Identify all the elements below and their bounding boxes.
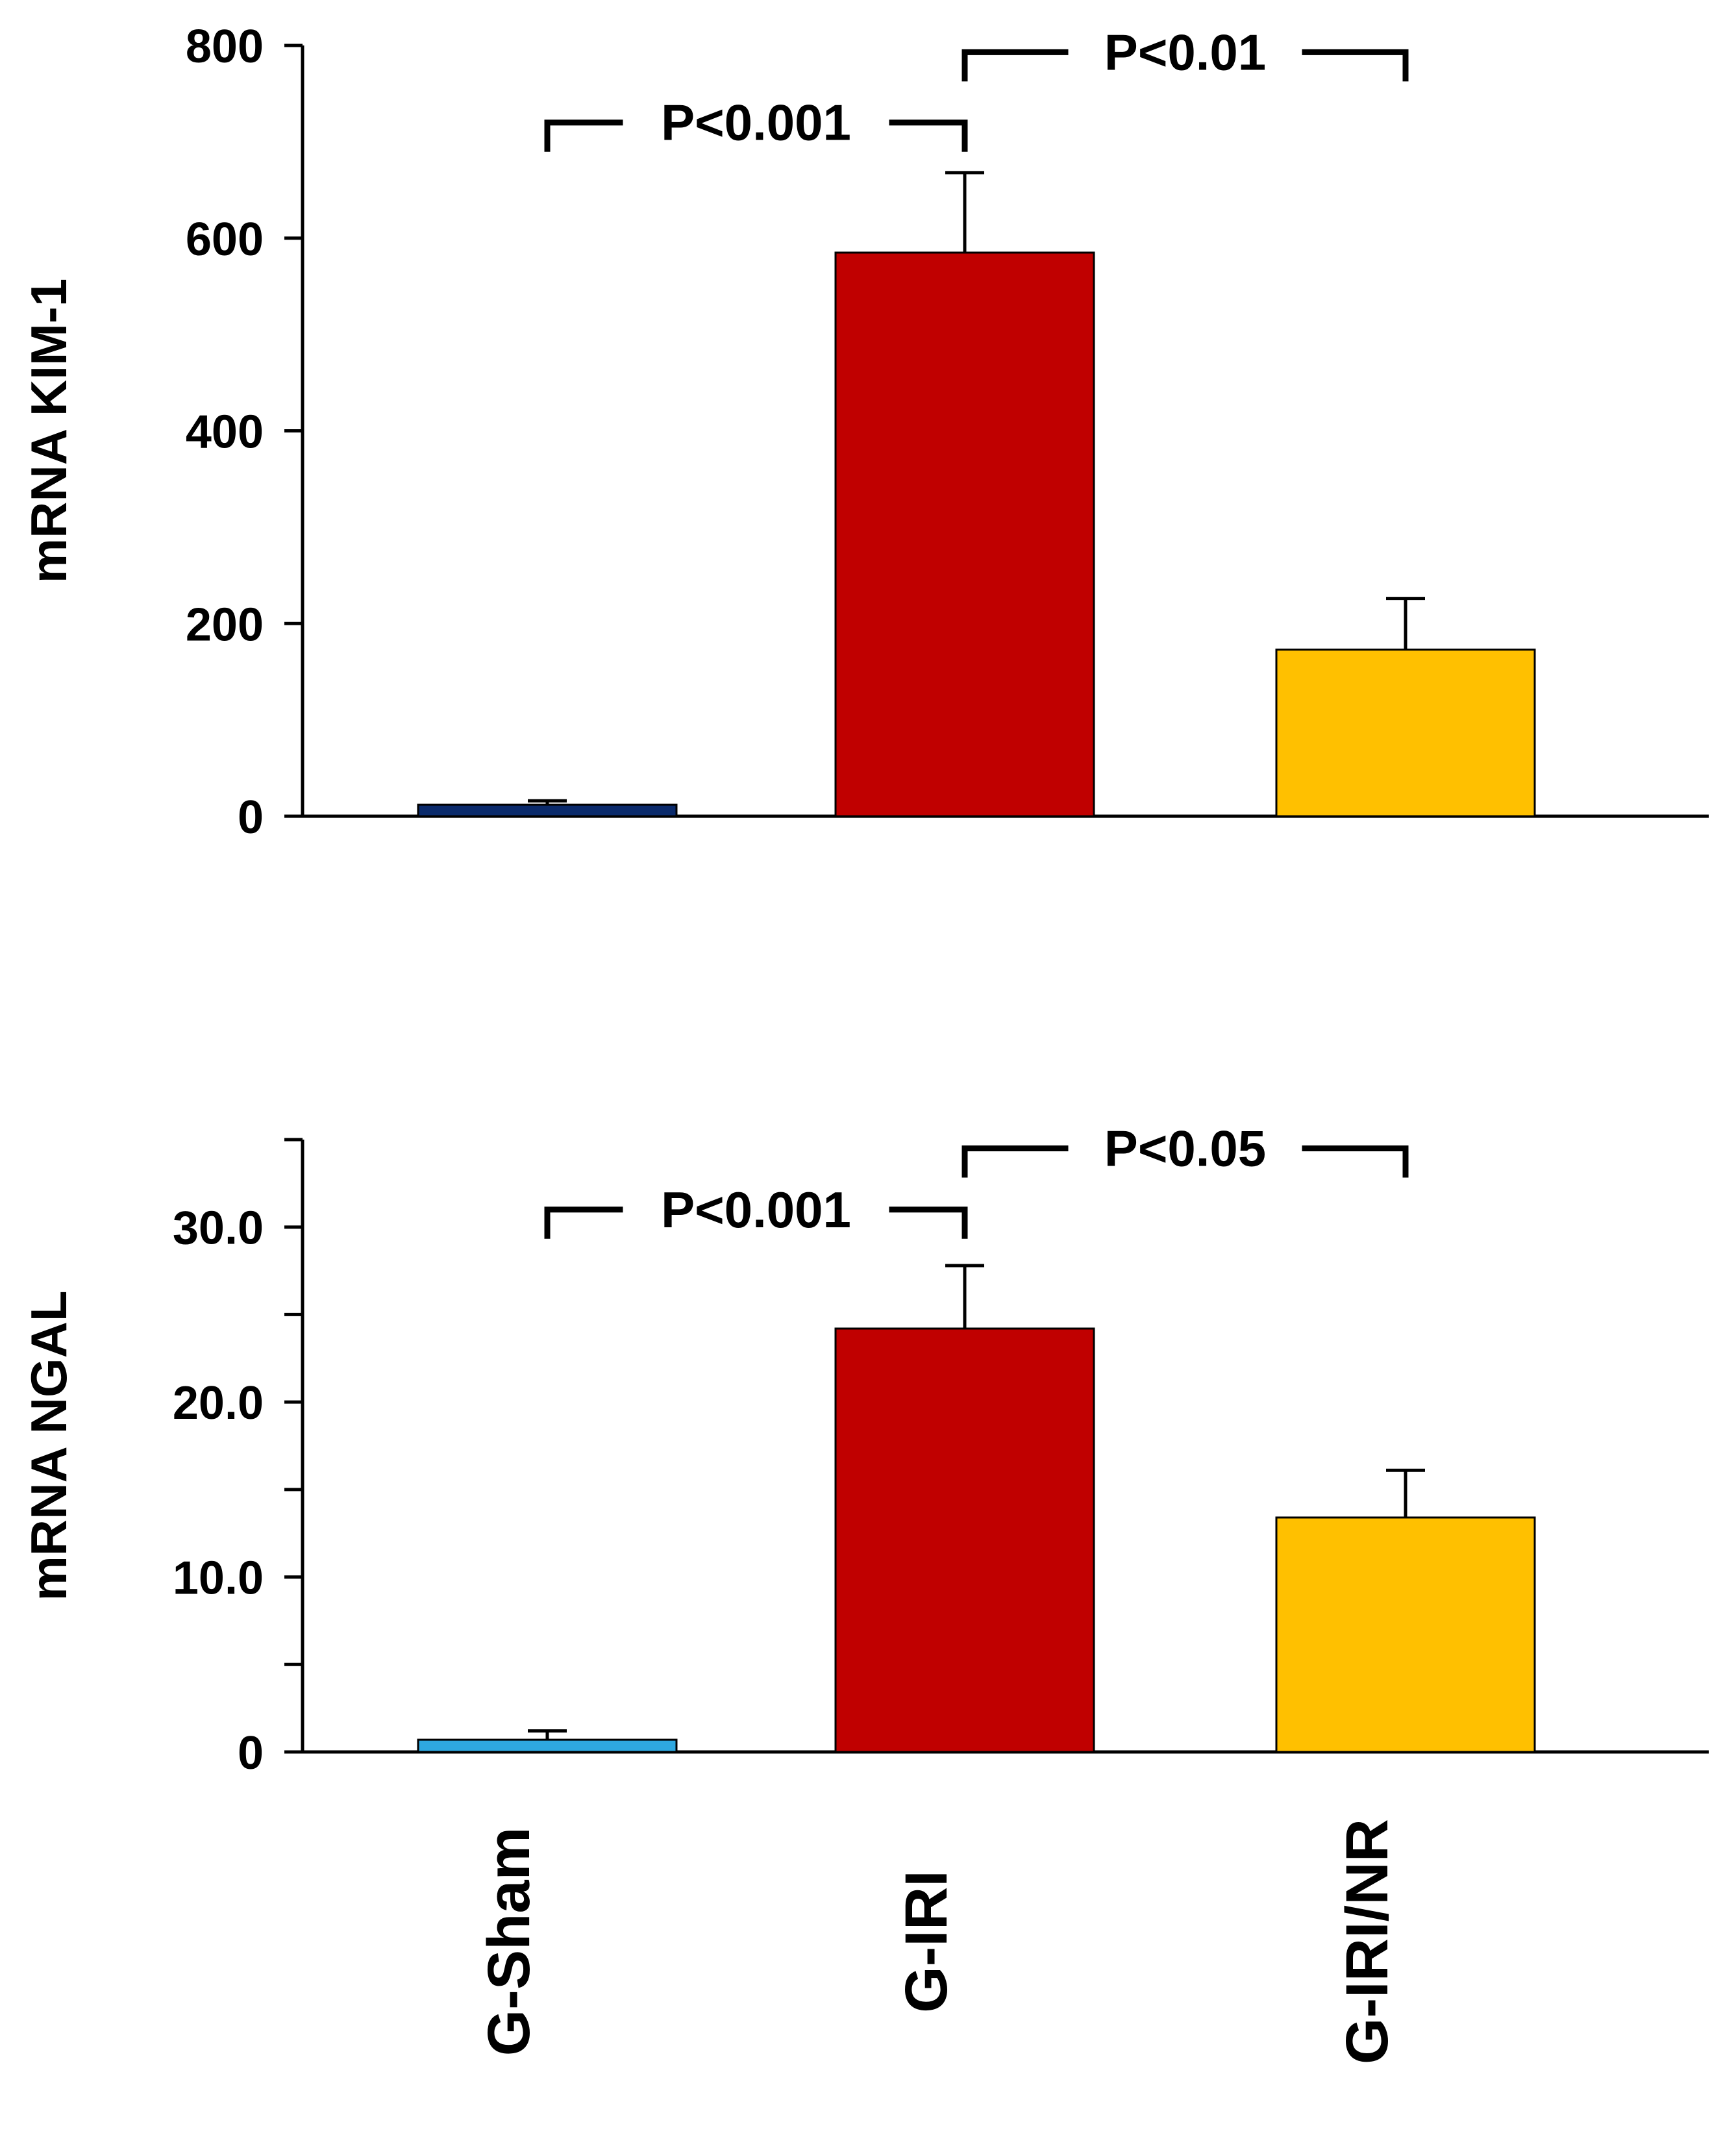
ngal-panel: 0 10.0 20.0 30.0 mRNA NGAL P<0.001 P<0.05	[20, 1119, 1709, 1779]
category-label-g-iri-nr: G-IRI/NR	[1334, 1819, 1400, 2064]
y-tick-label: 400	[186, 406, 264, 458]
p-value-label: P<0.001	[661, 94, 851, 151]
bracket-left	[544, 119, 623, 152]
bar-g-iri	[834, 251, 1095, 818]
category-label-g-sham: G-Sham	[476, 1827, 542, 2056]
y-tick-label: 800	[186, 21, 264, 73]
bar-g-iri-nr	[1275, 1516, 1536, 1753]
bracket-left	[961, 49, 1069, 82]
y-tick-label: 10.0	[173, 1553, 264, 1605]
y-axis-title: mRNA KIM-1	[20, 279, 77, 583]
significance-bracket: P<0.001	[544, 1181, 968, 1239]
kim1-panel: 0 200 400 600 800 mRNA KIM-1 P<0.001 P<0.01	[20, 21, 1709, 844]
y-tick-label: 600	[186, 214, 264, 266]
bracket-right	[889, 1206, 968, 1239]
significance-bracket: P<0.05	[961, 1119, 1409, 1178]
p-value-label: P<0.05	[1104, 1119, 1266, 1177]
y-tick-label: 30.0	[173, 1203, 264, 1255]
bar-g-sham	[417, 1738, 678, 1753]
bracket-left	[544, 1206, 623, 1239]
bar-g-sham	[417, 803, 678, 818]
bracket-left	[961, 1145, 1069, 1178]
y-tick-label: 200	[186, 599, 264, 651]
y-tick-label: 20.0	[173, 1377, 264, 1429]
y-tick-label: 0	[238, 792, 264, 844]
bracket-right	[1302, 1145, 1409, 1178]
significance-bracket: P<0.001	[544, 94, 968, 152]
significance-bracket: P<0.01	[961, 23, 1409, 82]
p-value-label: P<0.01	[1104, 23, 1266, 81]
bar-g-iri-nr	[1275, 648, 1536, 818]
y-axis-title: mRNA NGAL	[20, 1290, 77, 1601]
bar-g-iri	[834, 1327, 1095, 1753]
category-labels: G-Sham G-IRI G-IRI/NR	[476, 1819, 1400, 2064]
bracket-right	[1302, 49, 1409, 82]
y-tick-label: 0	[238, 1727, 264, 1779]
p-value-label: P<0.001	[661, 1181, 851, 1238]
category-label-g-iri: G-IRI	[893, 1870, 960, 2013]
bracket-right	[889, 119, 968, 152]
